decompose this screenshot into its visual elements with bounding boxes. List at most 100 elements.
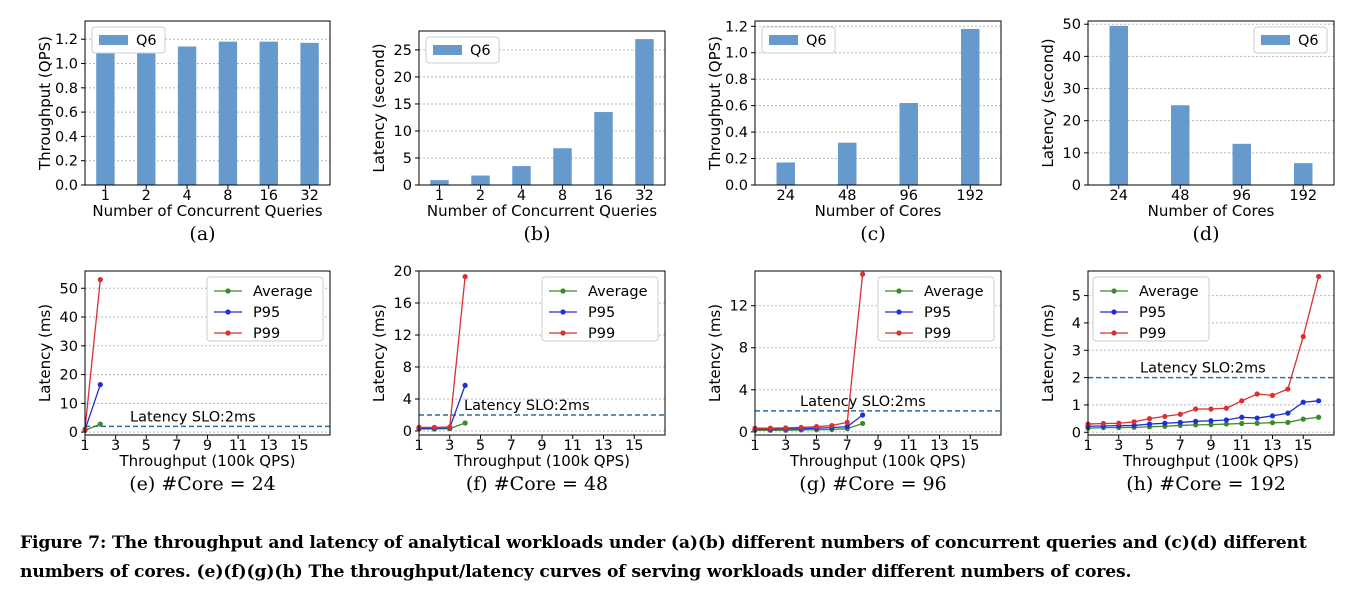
x-axis-label: Number of Cores [1148, 202, 1275, 220]
x-tick-label: 5 [476, 438, 485, 454]
chart-panel-d: 0 10 20 30 40 50 Latency (second) Number of Cor… [1039, 17, 1335, 245]
x-tick-label: 1 [750, 438, 759, 454]
panel-caption: (h) #Core = 192 [1126, 473, 1286, 495]
slo-label: Latency SLO:2ms [464, 398, 590, 414]
y-tick-label: 30 [1063, 82, 1081, 98]
x-tick-label: 16 [594, 188, 612, 204]
x-axis-label: Throughput (100k QPS) [118, 452, 295, 470]
y-tick-label: 0.6 [725, 99, 748, 115]
data-point [1223, 421, 1229, 427]
x-tick-label: 15 [1294, 438, 1312, 454]
x-tick-label: 192 [1289, 188, 1317, 204]
data-point [767, 425, 773, 431]
x-tick-label: 15 [625, 438, 643, 454]
plot-frame [418, 30, 666, 186]
legend-marker [1111, 309, 1117, 315]
x-tick-label: 9 [203, 438, 212, 454]
x-tick-label: 4 [182, 188, 191, 204]
data-point [1269, 413, 1276, 419]
y-tick-label: 0.4 [725, 125, 748, 141]
legend-box [206, 276, 324, 342]
x-tick-label: 7 [507, 438, 516, 454]
x-tick-label: 11 [900, 438, 918, 454]
data-point [97, 421, 103, 427]
bar [1109, 25, 1128, 185]
bar [838, 142, 857, 185]
y-tick-label: 10 [394, 124, 412, 140]
y-tick-label: 5 [1072, 289, 1081, 305]
data-point [1300, 334, 1306, 340]
figure-caption: Figure 7: The throughput and latency of … [20, 529, 1365, 587]
data-point [1208, 406, 1214, 412]
data-point [1146, 421, 1153, 427]
x-tick-label: 15 [961, 438, 979, 454]
bar [177, 46, 197, 186]
y-tick-label: 0 [69, 425, 78, 441]
series-line-average [419, 422, 466, 430]
y-tick-label: 10 [1063, 146, 1081, 162]
x-tick-label: 5 [1145, 438, 1154, 454]
y-axis-label: Latency (ms) [706, 304, 724, 402]
chart-panel-b: 0 5 10 15 20 25 Latency (second) Number of Conc… [370, 30, 666, 245]
y-axis-label: Throughput (QPS) [36, 36, 54, 171]
legend-marker [896, 330, 902, 336]
y-tick-label: 1.2 [725, 19, 748, 35]
data-point [1131, 422, 1137, 429]
data-point [844, 423, 850, 430]
data-point [1177, 419, 1183, 426]
x-tick-label: 9 [873, 438, 882, 454]
plot-frame [418, 270, 666, 436]
panel-caption: (a) [189, 223, 215, 245]
bar [471, 175, 490, 185]
legend-marker [1111, 330, 1117, 336]
plot-frame [1087, 270, 1335, 436]
y-tick-label: 5 [403, 151, 412, 167]
bar [1232, 143, 1251, 185]
plot-frame [84, 270, 331, 436]
y-tick-label: 16 [394, 296, 412, 312]
legend-label: Average [1139, 284, 1199, 300]
y-axis-label: Latency (ms) [370, 304, 388, 402]
y-tick-label: 12 [394, 328, 412, 344]
y-axis-label: Latency (second) [1039, 38, 1057, 167]
x-tick-label: 1 [1083, 438, 1092, 454]
data-point [1162, 413, 1168, 420]
bar [635, 39, 654, 186]
y-tick-label: 4 [1072, 316, 1081, 332]
series-line-p95 [419, 385, 466, 429]
bar [1171, 105, 1190, 185]
legend-box [91, 26, 166, 54]
y-axis-label: Latency (ms) [1039, 304, 1057, 402]
plot-frame [1087, 20, 1335, 186]
bar [1294, 163, 1313, 185]
x-axis-label: Throughput (100k QPS) [453, 452, 630, 470]
y-tick-label: 0.4 [55, 129, 78, 145]
y-tick-label: 40 [1063, 49, 1081, 65]
y-tick-label: 4 [403, 392, 412, 408]
y-tick-label: 50 [1063, 17, 1081, 33]
data-point [813, 423, 820, 430]
x-tick-label: 32 [300, 188, 318, 204]
x-axis-label: Throughput (100k QPS) [789, 452, 966, 470]
data-point [1269, 420, 1276, 426]
data-point [462, 420, 468, 426]
data-point [844, 419, 850, 425]
x-tick-label: 1 [435, 188, 444, 204]
bar [259, 41, 278, 185]
series-line-p99 [419, 276, 466, 429]
panel-caption: (e) #Core = 24 [129, 473, 276, 495]
legend-box [1092, 276, 1210, 342]
y-tick-label: 1 [1072, 398, 1081, 414]
data-point [798, 424, 804, 431]
y-tick-label: 8 [739, 341, 748, 357]
caption-line-1: Figure 7: The throughput and latency of … [20, 533, 1307, 553]
data-point [1285, 419, 1291, 426]
x-tick-label: 96 [900, 188, 918, 204]
y-tick-label: 50 [60, 281, 78, 297]
y-tick-label: 20 [394, 70, 412, 86]
x-tick-label: 48 [1171, 188, 1189, 204]
legend-swatch [769, 35, 798, 45]
x-tick-label: 3 [1114, 438, 1123, 454]
legend-label: P95 [588, 305, 615, 321]
